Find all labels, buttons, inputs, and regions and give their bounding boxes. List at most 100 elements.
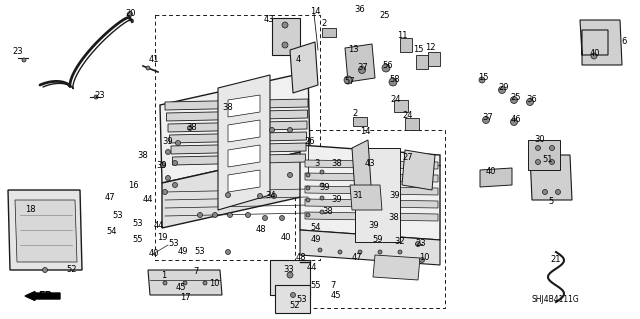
- Circle shape: [269, 128, 275, 132]
- FancyArrow shape: [25, 292, 60, 300]
- Polygon shape: [168, 121, 307, 132]
- Circle shape: [320, 183, 324, 187]
- Text: 45: 45: [331, 292, 341, 300]
- Text: 18: 18: [25, 205, 35, 214]
- Circle shape: [527, 99, 534, 106]
- Text: 21: 21: [551, 256, 561, 264]
- Circle shape: [320, 196, 324, 200]
- Text: 16: 16: [128, 181, 138, 189]
- Circle shape: [479, 77, 485, 83]
- Text: 52: 52: [290, 301, 300, 310]
- Circle shape: [511, 97, 518, 103]
- Circle shape: [246, 123, 250, 129]
- Polygon shape: [300, 145, 440, 240]
- Text: 23: 23: [416, 240, 426, 249]
- Text: 36: 36: [527, 95, 538, 105]
- Text: 4: 4: [296, 56, 301, 64]
- Text: 2: 2: [353, 109, 358, 118]
- Text: 40: 40: [589, 49, 600, 58]
- Text: 7: 7: [330, 281, 336, 291]
- Text: SHJ4B4111G: SHJ4B4111G: [532, 295, 580, 305]
- Bar: [270, 260, 310, 295]
- Circle shape: [556, 160, 561, 165]
- Text: 51: 51: [543, 155, 553, 165]
- Circle shape: [282, 42, 288, 48]
- Text: FR.: FR.: [38, 291, 56, 301]
- Circle shape: [280, 216, 285, 220]
- Text: 6: 6: [621, 38, 627, 47]
- Polygon shape: [428, 52, 440, 66]
- Polygon shape: [322, 28, 336, 37]
- Polygon shape: [345, 44, 375, 82]
- Circle shape: [212, 212, 218, 218]
- Text: 25: 25: [380, 11, 390, 20]
- Circle shape: [291, 293, 296, 298]
- Circle shape: [511, 118, 518, 125]
- Text: 20: 20: [125, 10, 136, 19]
- Circle shape: [22, 58, 26, 62]
- Text: 33: 33: [284, 265, 294, 275]
- Polygon shape: [173, 154, 305, 165]
- Polygon shape: [350, 185, 382, 210]
- Polygon shape: [352, 140, 372, 208]
- Text: 55: 55: [311, 281, 321, 291]
- Circle shape: [499, 86, 506, 93]
- Circle shape: [175, 140, 180, 145]
- Circle shape: [227, 212, 232, 218]
- Polygon shape: [15, 200, 77, 262]
- Text: 49: 49: [311, 235, 321, 244]
- Circle shape: [483, 116, 490, 123]
- Text: 46: 46: [511, 115, 522, 124]
- Circle shape: [246, 212, 250, 218]
- Text: 44: 44: [307, 263, 317, 272]
- Text: 40: 40: [486, 167, 496, 176]
- Text: 38: 38: [138, 152, 148, 160]
- Circle shape: [282, 22, 288, 28]
- Text: 39: 39: [163, 137, 173, 145]
- Polygon shape: [305, 160, 438, 169]
- Text: 30: 30: [534, 136, 545, 145]
- Circle shape: [271, 194, 276, 198]
- Polygon shape: [528, 140, 560, 170]
- Circle shape: [306, 198, 310, 202]
- Polygon shape: [228, 145, 260, 167]
- Circle shape: [94, 95, 98, 99]
- Circle shape: [166, 175, 170, 181]
- Text: 12: 12: [425, 43, 435, 53]
- Text: 40: 40: [281, 234, 291, 242]
- Polygon shape: [405, 118, 419, 130]
- Polygon shape: [160, 72, 310, 183]
- Polygon shape: [166, 110, 307, 121]
- Text: 3: 3: [314, 159, 320, 167]
- Circle shape: [536, 160, 541, 165]
- Text: 38: 38: [223, 103, 234, 113]
- Text: 49: 49: [178, 247, 188, 256]
- Circle shape: [338, 250, 342, 254]
- Circle shape: [262, 216, 268, 220]
- Text: 39: 39: [320, 183, 330, 192]
- Polygon shape: [228, 170, 260, 192]
- Polygon shape: [162, 150, 310, 228]
- Circle shape: [257, 194, 262, 198]
- Text: 23: 23: [95, 92, 106, 100]
- Polygon shape: [228, 120, 260, 142]
- Text: 7: 7: [193, 268, 198, 277]
- Text: 36: 36: [355, 5, 365, 14]
- Text: 25: 25: [511, 93, 521, 102]
- Polygon shape: [218, 75, 270, 210]
- Text: 32: 32: [395, 238, 405, 247]
- Polygon shape: [305, 186, 438, 195]
- Text: 19: 19: [157, 233, 167, 241]
- Circle shape: [393, 193, 397, 197]
- Text: 39: 39: [157, 160, 167, 169]
- Text: 1: 1: [161, 271, 166, 280]
- Circle shape: [320, 170, 324, 174]
- Text: 59: 59: [372, 235, 383, 244]
- Text: 53: 53: [113, 211, 124, 219]
- Text: 53: 53: [195, 247, 205, 256]
- Circle shape: [358, 250, 362, 254]
- Text: 37: 37: [358, 63, 369, 72]
- Circle shape: [42, 268, 47, 272]
- Circle shape: [415, 241, 420, 247]
- Text: 48: 48: [296, 254, 307, 263]
